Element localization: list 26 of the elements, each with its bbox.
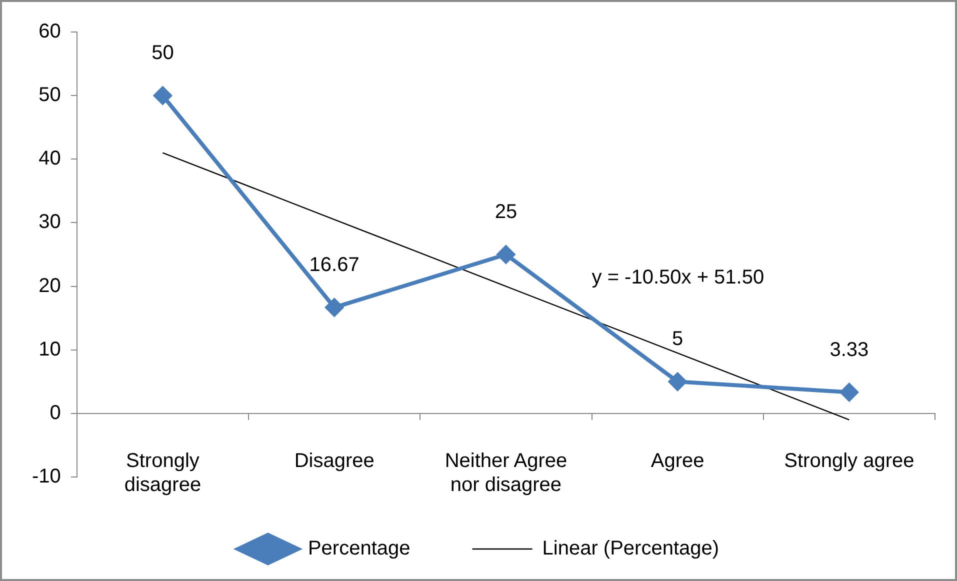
data-label: 50 [152, 42, 174, 64]
data-label: 16.67 [309, 254, 360, 276]
x-tick-label: Disagree [294, 450, 374, 472]
y-tick-label: 30 [38, 211, 61, 234]
data-label: 5 [672, 328, 684, 350]
y-tick-label: 40 [38, 148, 61, 170]
legend-label: Percentage [308, 538, 410, 560]
x-tick-label: Strongly agree [784, 450, 914, 472]
y-tick-label: 60 [38, 20, 61, 43]
legend-label: Linear (Percentage) [542, 538, 720, 560]
point [840, 383, 858, 402]
y-tick-label: 0 [50, 402, 61, 424]
annotation: y = -10.50x + 51.50 [592, 266, 764, 288]
data-label: 3.33 [830, 338, 869, 361]
point [496, 246, 515, 264]
point [668, 372, 687, 391]
x-tick-label: Agree [650, 450, 704, 472]
y-tick-label: 50 [38, 84, 61, 106]
y-tick-label: -10 [32, 466, 61, 488]
x-tick-label: Neither Agree nor disagree [444, 450, 568, 496]
y-tick-label: 10 [38, 338, 61, 360]
data-label: 25 [494, 201, 518, 224]
y-tick-label: 20 [38, 274, 61, 297]
point [154, 86, 172, 105]
x-tick-label: Strongly disagree [124, 450, 202, 496]
point [325, 298, 344, 316]
